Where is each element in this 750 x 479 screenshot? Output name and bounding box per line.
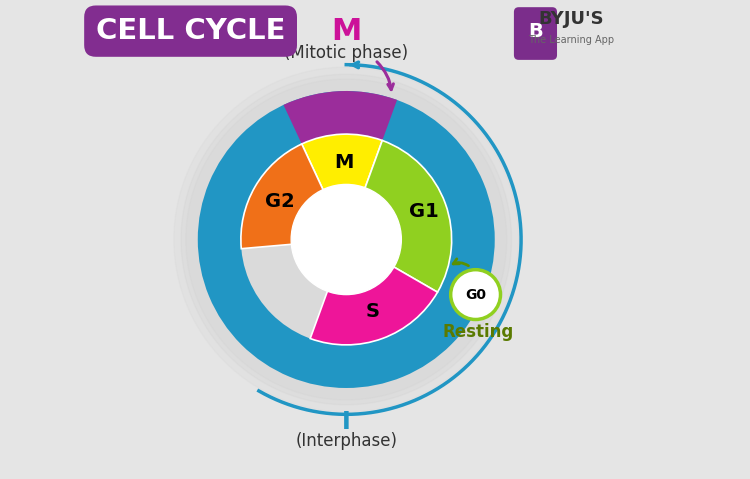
Wedge shape — [302, 134, 382, 240]
Circle shape — [186, 79, 507, 400]
Text: (Mitotic phase): (Mitotic phase) — [284, 44, 408, 62]
Text: The Learning App: The Learning App — [528, 35, 614, 45]
Text: CELL CYCLE: CELL CYCLE — [96, 17, 285, 45]
Text: (Interphase): (Interphase) — [296, 432, 398, 450]
Circle shape — [181, 74, 512, 405]
Wedge shape — [198, 91, 495, 388]
Text: BYJU'S: BYJU'S — [538, 10, 604, 28]
FancyBboxPatch shape — [514, 7, 557, 60]
Text: S: S — [365, 302, 380, 321]
Text: G0: G0 — [465, 287, 486, 302]
Text: G1: G1 — [409, 202, 439, 221]
Wedge shape — [346, 140, 452, 292]
Wedge shape — [310, 240, 437, 345]
Text: I: I — [342, 410, 351, 433]
Text: B: B — [528, 22, 543, 41]
Text: G2: G2 — [265, 192, 295, 211]
Wedge shape — [284, 91, 397, 144]
Wedge shape — [241, 144, 346, 249]
Text: M: M — [331, 17, 362, 46]
Circle shape — [291, 184, 401, 295]
Circle shape — [174, 67, 519, 412]
Text: Resting: Resting — [442, 323, 514, 341]
Text: M: M — [334, 153, 353, 172]
Circle shape — [451, 270, 500, 319]
